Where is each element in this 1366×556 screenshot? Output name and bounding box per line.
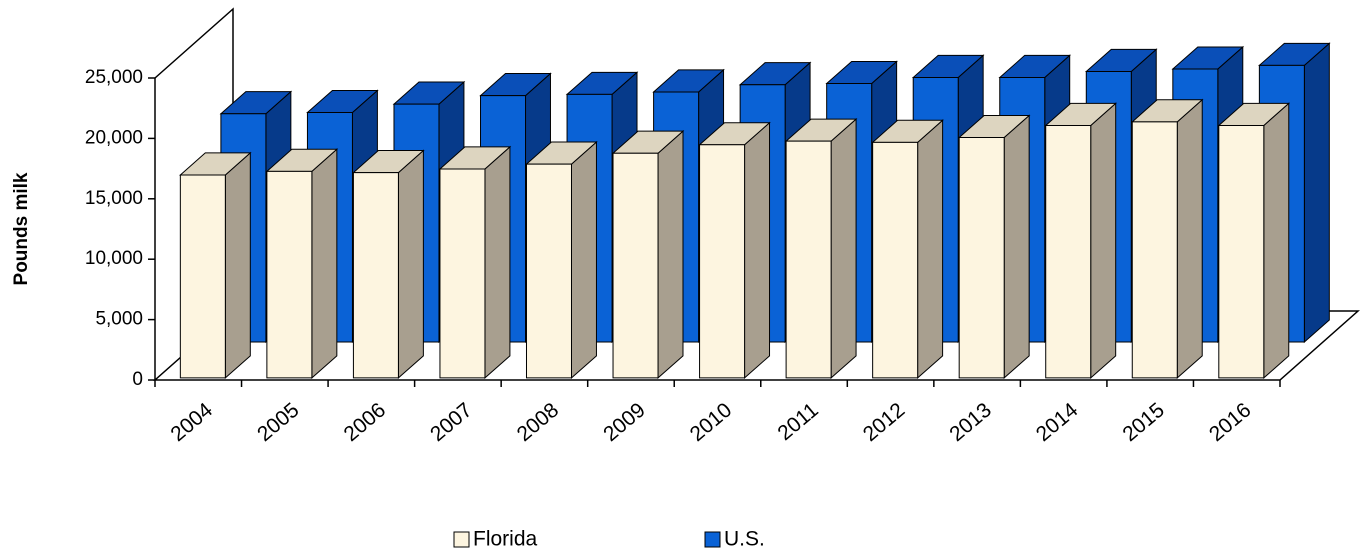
bar-front: [699, 144, 746, 379]
x-tick-label: 2007: [426, 398, 477, 446]
bar-front: [612, 152, 659, 379]
bar-side: [570, 140, 597, 380]
bar-side: [397, 149, 424, 380]
bar: [1217, 102, 1291, 380]
bar: [957, 114, 1031, 380]
x-tick-label: 2015: [1118, 398, 1169, 446]
bar: [1044, 102, 1118, 380]
bar: [698, 121, 771, 380]
bar: [1130, 98, 1204, 380]
y-tick-label: 15,000: [85, 188, 143, 209]
bar-side: [1090, 102, 1117, 380]
x-tick-label: 2008: [513, 398, 564, 446]
bar: [265, 148, 339, 380]
bar: [871, 119, 944, 380]
x-tick-label: 2011: [773, 398, 822, 445]
y-tick-label: 10,000: [85, 248, 143, 269]
x-tick-label: 2013: [945, 398, 996, 446]
bar-side: [830, 117, 857, 380]
bar-front: [785, 140, 832, 379]
y-axis-label: Pounds milk: [11, 172, 32, 285]
bar-side: [484, 145, 511, 380]
x-tick-label: 2014: [1032, 398, 1083, 446]
x-tick-label: 2009: [599, 398, 650, 446]
legend-label: U.S.: [724, 528, 765, 551]
y-tick-label: 0: [132, 369, 143, 390]
bar: [611, 130, 685, 380]
x-tick-label: 2006: [340, 398, 391, 446]
bar-front: [872, 141, 919, 379]
bar-front: [525, 163, 572, 379]
bar-side: [917, 119, 944, 380]
bar-front: [352, 172, 399, 379]
bar-side: [311, 148, 338, 380]
bar: [525, 140, 598, 380]
y-tick-label: 20,000: [85, 127, 143, 148]
legend-label: Florida: [473, 528, 538, 551]
bar-front: [179, 174, 226, 379]
bar-side: [744, 121, 771, 380]
bar-side: [224, 151, 251, 380]
bar: [438, 145, 512, 380]
bar-front: [266, 170, 313, 379]
bar-side: [1176, 98, 1203, 380]
bar-front: [958, 137, 1005, 379]
x-tick-label: 2004: [166, 398, 217, 446]
bar-front: [1218, 124, 1265, 379]
bar-side: [1263, 102, 1290, 380]
bar-front: [439, 168, 486, 379]
bar: [179, 151, 252, 380]
y-tick-label: 25,000: [85, 67, 143, 88]
bar: [784, 117, 858, 380]
legend-swatch: [704, 531, 721, 548]
bar-side: [1303, 42, 1330, 344]
bar-front: [1045, 124, 1092, 379]
x-tick-label: 2016: [1205, 398, 1256, 446]
bar: [352, 149, 425, 380]
x-tick-label: 2010: [686, 398, 737, 446]
bar-side: [1003, 114, 1030, 380]
x-tick-label: 2005: [253, 398, 304, 446]
bar-front: [1131, 121, 1178, 379]
y-tick-label: 5,000: [95, 309, 143, 330]
x-tick-label: 2012: [859, 398, 910, 446]
legend-swatch: [453, 531, 470, 548]
bar-side: [657, 130, 684, 380]
